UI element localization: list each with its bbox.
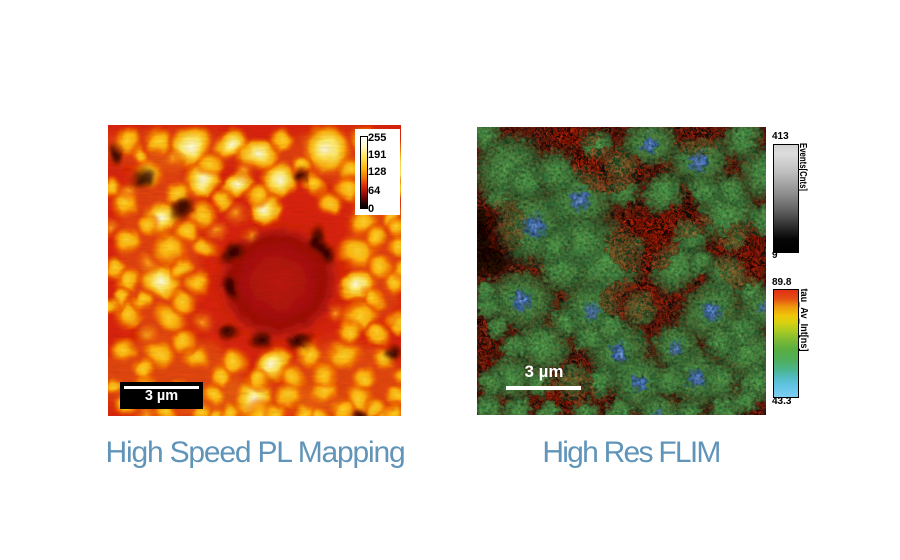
svg-text:Events[Cnts]: Events[Cnts] bbox=[797, 143, 808, 191]
svg-text:tau_Av_Int[ns]: tau_Av_Int[ns] bbox=[798, 289, 809, 352]
